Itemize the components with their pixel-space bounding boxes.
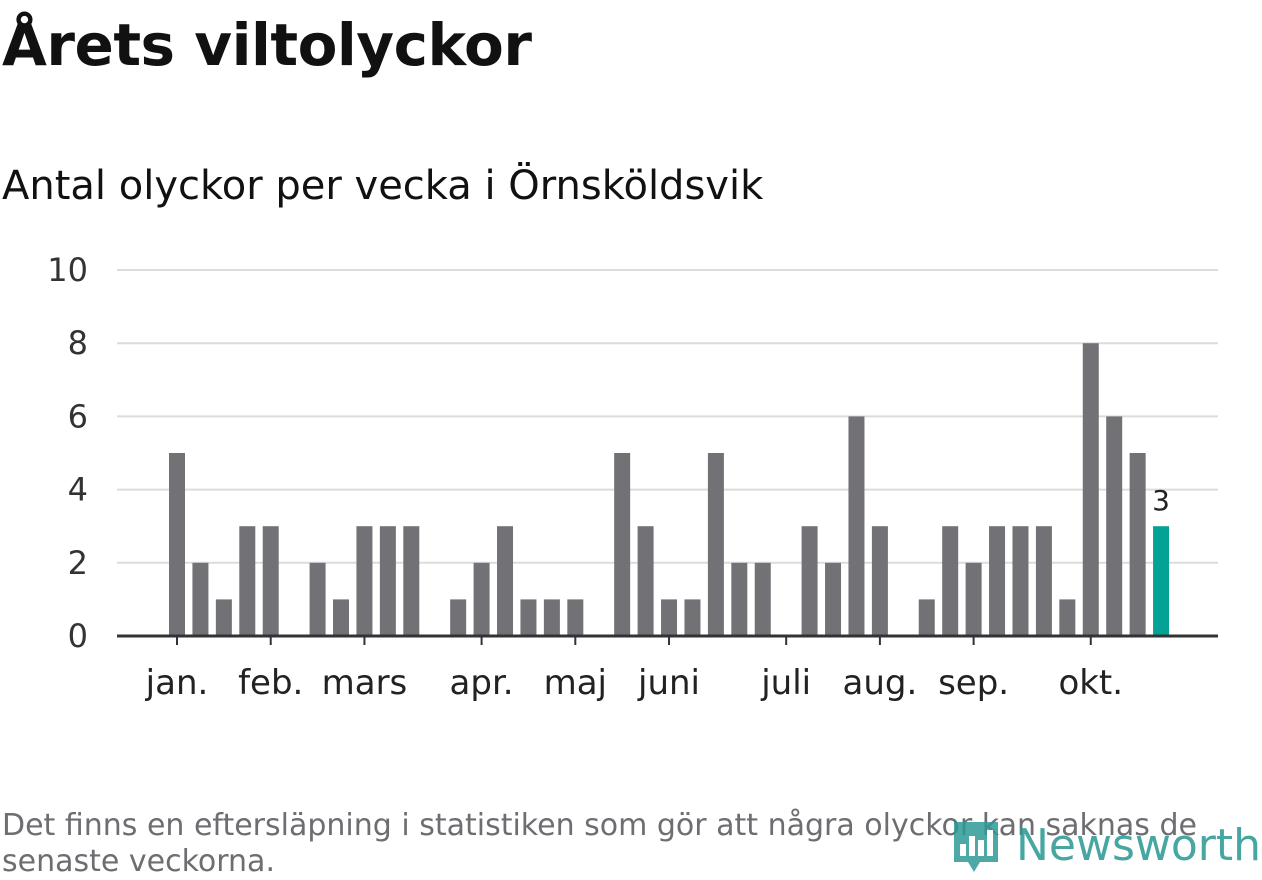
newsworthy-logo: Newsworthy [950,816,1262,878]
bars [169,343,1170,636]
bar-week-34 [942,526,959,636]
bar-week-20 [614,453,631,636]
data-labels: 3 [1152,484,1170,517]
bar-week-21 [637,526,654,636]
bar-week-13 [450,599,467,636]
y-tick-label: 8 [68,324,88,362]
chart-title: Årets viltolyckor [2,11,532,79]
bar-week-15 [497,526,514,636]
bar-week-33 [918,599,935,636]
bar-week-8 [333,599,350,636]
grid-lines [117,269,1218,564]
bar-week-39 [1059,599,1076,636]
x-tick-label: mars [322,663,408,703]
bar-week-41 [1106,416,1123,636]
newsworthy-logo-icon [954,822,998,872]
data-label-highlight: 3 [1152,484,1170,517]
x-tick-label: sep. [938,663,1009,703]
bar-week-10 [379,526,396,636]
x-tick-label: juli [760,663,811,703]
x-tick-label: feb. [238,663,303,703]
bar-week-30 [848,416,865,636]
x-tick-label: juni [637,663,700,703]
x-tick-label: apr. [450,663,514,703]
bar-week-7 [309,562,326,636]
bar-week-14 [473,562,490,636]
bar-week-18 [567,599,584,636]
bar-week-26 [754,562,771,636]
chart-subtitle: Antal olyckor per vecka i Örnsköldsvik [2,163,764,209]
bar-week-24 [707,453,724,636]
bar-week-5 [262,526,279,636]
bar-week-16 [520,599,537,636]
bar-week-25 [731,562,748,636]
bar-week-23 [684,599,701,636]
bar-week-11 [403,526,420,636]
x-tick-label: jan. [145,663,209,703]
bar-week-43 [1153,526,1170,636]
bar-week-28 [801,526,818,636]
bar-week-22 [661,599,678,636]
bar-week-1 [169,453,185,636]
bar-week-31 [871,526,888,636]
x-tick-label: aug. [843,663,918,703]
y-tick-label: 0 [68,617,88,655]
y-tick-label: 4 [68,471,88,509]
bar-week-2 [192,562,209,636]
x-tick-label: okt. [1058,663,1123,703]
bar-week-29 [825,562,842,636]
bar-week-17 [543,599,560,636]
bar-week-37 [1012,526,1029,636]
bar-week-36 [989,526,1006,636]
bar-week-35 [965,562,982,636]
y-tick-label: 10 [47,251,88,289]
y-tick-label: 2 [68,544,88,582]
bar-week-3 [215,599,232,636]
x-tick-label: maj [544,663,607,703]
bar-week-4 [239,526,256,636]
bar-week-9 [356,526,373,636]
x-axis-ticks: jan. feb. mars apr. maj juni juli aug. sep. okt. [145,636,1123,703]
newsworthy-logo-text: Newsworthy [1016,820,1262,871]
bar-week-38 [1035,526,1052,636]
bar-week-40 [1082,343,1099,636]
y-tick-label: 6 [68,397,88,435]
y-axis-ticks: 0 2 4 6 8 10 [47,251,88,655]
bar-week-42 [1129,453,1146,636]
